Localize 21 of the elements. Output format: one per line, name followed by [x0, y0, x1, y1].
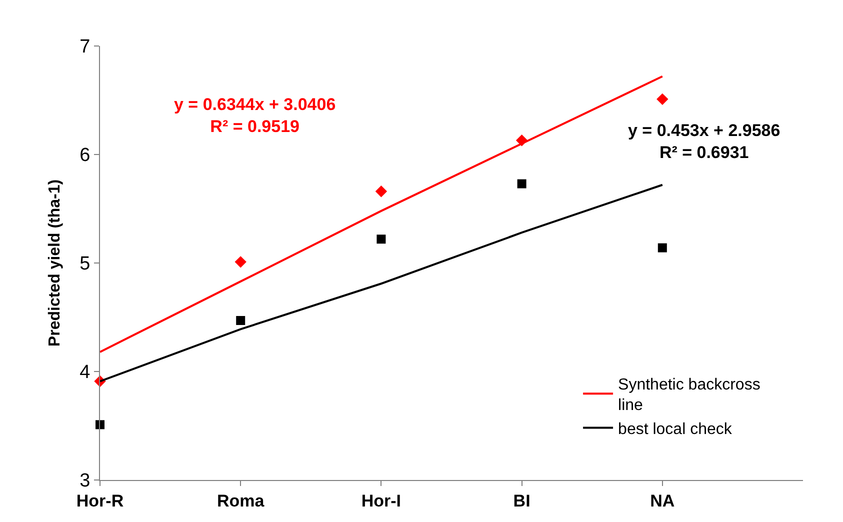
x-tick-label: NA	[650, 491, 675, 510]
legend-label: best local check	[618, 421, 733, 438]
point	[375, 186, 388, 198]
point	[376, 234, 386, 244]
x-tick-label: Roma	[216, 491, 265, 510]
point	[656, 93, 668, 106]
y-tick-label: 3	[80, 470, 90, 492]
y-tick-label: 4	[80, 362, 91, 384]
point	[517, 179, 526, 188]
y-tick-label: 6	[80, 145, 90, 166]
y-tick-label: 7	[80, 36, 90, 58]
annotation: y = 0.6344x + 3.0406 R² = 0.9519	[174, 95, 336, 136]
point	[236, 316, 246, 326]
y-axis-title: Predicted yield (tha-1)	[46, 179, 64, 347]
annotation: y = 0.453x + 2.9586 R² = 0.6931	[628, 121, 780, 162]
y-tick-label: 5	[80, 254, 90, 275]
x-tick-label: BI	[513, 491, 530, 510]
x-tick-label: Hor-I	[361, 491, 402, 510]
point	[658, 243, 667, 252]
point	[234, 256, 246, 268]
x-tick-label: Hor-R	[76, 491, 124, 510]
